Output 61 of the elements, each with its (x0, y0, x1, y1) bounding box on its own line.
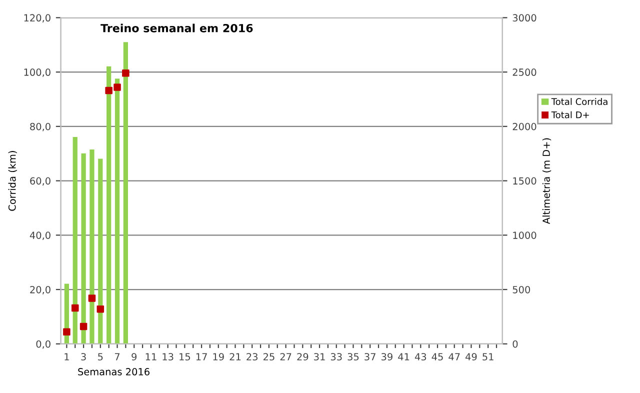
x-tick-label: 1 (64, 353, 69, 360)
x-tick-label: 17 (196, 353, 207, 360)
x-tick-label: 27 (280, 353, 292, 360)
y2-tick-label: 1000 (513, 232, 536, 239)
y-tick-label: 120,0 (24, 14, 50, 23)
x-tick-label: 35 (348, 353, 359, 360)
x-tick-label: 41 (398, 353, 410, 360)
bar (114, 78, 120, 344)
bar (123, 42, 128, 344)
x-tick-label: 47 (448, 353, 460, 360)
legend-label: Total Corrida (551, 98, 608, 106)
y2-tick-label: 1500 (513, 177, 536, 185)
x-tick-label: 9 (132, 353, 137, 360)
x-tick-label: 7 (114, 353, 120, 360)
x-tick-label: 5 (98, 353, 103, 360)
x-tick-label: 21 (230, 353, 241, 360)
point (88, 294, 96, 302)
y-tick-label: 0,0 (36, 340, 50, 349)
bar (90, 150, 94, 344)
x-tick-label: 31 (314, 353, 325, 360)
x-tick-label: 45 (432, 353, 443, 360)
point (63, 328, 70, 336)
y2-tick-label: 2500 (512, 68, 536, 76)
y-tick-label: 20,0 (30, 286, 50, 294)
x-tick-label: 33 (330, 353, 342, 360)
x-tick-label: 51 (482, 353, 494, 360)
chart-title: Treino semanal em 2016 (100, 24, 253, 32)
y2-tick-label: 3000 (512, 14, 536, 22)
point (114, 84, 121, 91)
x-tick-label: 13 (162, 353, 174, 360)
point (71, 304, 79, 312)
x-tick-label: 3 (81, 353, 86, 360)
legend-label: Total D+ (551, 111, 589, 118)
x-tick-label: 29 (297, 353, 308, 360)
x-tick-label: 43 (414, 353, 426, 360)
x-tick-label: 11 (146, 353, 156, 360)
point (96, 305, 104, 313)
bar (98, 158, 103, 344)
y-tick-label: 100,0 (24, 68, 50, 77)
y2-tick-label: 2000 (512, 122, 536, 130)
y-tick-label: 60,0 (30, 177, 50, 186)
point (122, 69, 130, 77)
bar (81, 153, 86, 344)
point (105, 86, 112, 94)
y-tick-label: 80,0 (30, 122, 50, 132)
x-tick-label: 49 (466, 353, 477, 360)
bar (72, 137, 78, 344)
x-axis-title: Semanas 2016 (78, 368, 150, 376)
y-axis-title: Corrida (km) (8, 151, 17, 211)
y2-tick-label: 0 (512, 340, 518, 348)
y-tick-label: 40,0 (30, 232, 50, 240)
y2-axis-title: Altimetria (m D+) (542, 138, 552, 224)
x-tick-label: 15 (180, 353, 190, 360)
x-tick-label: 25 (263, 353, 274, 360)
x-tick-label: 19 (213, 353, 224, 360)
point (80, 322, 88, 330)
bar (106, 66, 112, 344)
y2-tick-label: 500 (512, 286, 530, 294)
x-tick-label: 23 (246, 353, 258, 360)
x-tick-label: 37 (364, 353, 376, 360)
x-tick-label: 39 (382, 353, 392, 360)
